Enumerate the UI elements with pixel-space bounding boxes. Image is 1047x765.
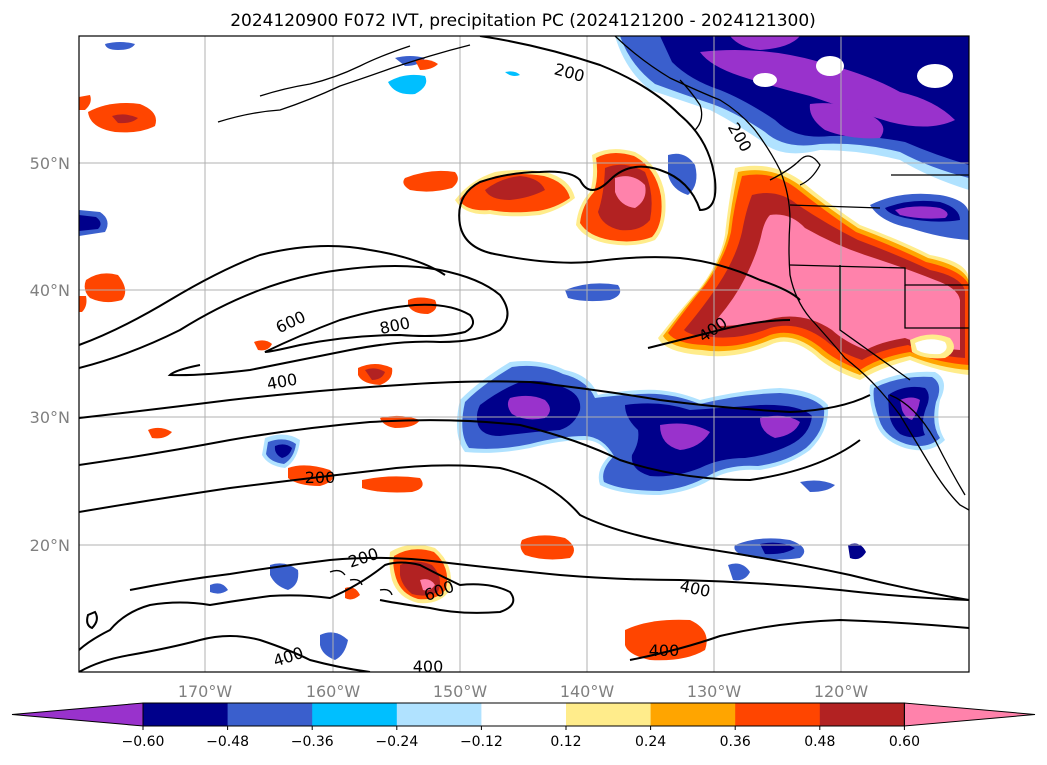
map-title: 2024120900 F072 IVT, precipitation PC (2… [230,11,816,31]
colorbar-tick-label: −0.60 [122,734,165,750]
colorbar-segment [396,703,482,726]
lat-label: 50°N [30,154,70,173]
colorbar-segment [481,703,567,726]
negative-region-interior [870,193,969,240]
lat-label: 20°N [30,536,70,555]
positive-region-gulf-alaska [403,149,666,246]
coastlines [217,36,969,596]
colorbar-extend-min [11,702,144,727]
colorbar-tick-label: 0.24 [635,734,666,750]
lon-label: 140°W [560,682,615,701]
negative-region-socal [869,371,945,451]
ivt-contours [79,36,969,672]
colorbar-tick-label: −0.12 [460,734,503,750]
colorbar-tick-label: −0.36 [291,734,334,750]
colorbar-frame [142,702,905,727]
small-blobs-northwest [79,42,697,312]
map-panel: 200 200 600 800 400 400 200 200 600 400 … [78,35,970,676]
contour-label: 200 [305,468,336,487]
lat-label: 40°N [30,281,70,300]
contour-label: 400 [649,641,680,660]
map-frame [78,35,970,673]
colorbar-segment [566,703,652,726]
colorbar-segment [227,703,313,726]
colorbar-segment [735,703,821,726]
colorbar: −0.60 −0.48 −0.36 −0.24 −0.12 0.12 0.24 0.36 0.4… [11,702,1036,750]
lon-label: 130°W [687,682,742,701]
lat-label: 30°N [30,408,70,427]
colorbar-segment [650,703,736,726]
colorbar-extend-max [903,702,1036,727]
shaded-fields [79,36,969,661]
negative-region-northeast [615,36,969,190]
lon-label: 120°W [814,682,869,701]
colorbar-segment [143,703,229,726]
colorbar-tick-label: −0.24 [375,734,418,750]
latitude-labels: 50°N 40°N 30°N 20°N [30,154,70,555]
colorbar-segment [819,703,905,726]
negative-region-central-pacific [456,361,829,495]
lon-label: 150°W [433,682,488,701]
small-blobs-midlatitude [148,297,437,493]
lon-label: 160°W [306,682,361,701]
colorbar-tick-label: 0.48 [804,734,835,750]
colorbar-tick-label: 0.36 [720,734,751,750]
colorbar-tick-label: 0.60 [889,734,920,750]
colorbar-tick-label: 0.12 [550,734,581,750]
colorbar-tick-label: −0.48 [206,734,249,750]
lon-label: 170°W [178,682,233,701]
contour-label: 400 [413,657,444,676]
longitude-labels: 170°W 160°W 150°W 140°W 130°W 120°W [178,682,869,701]
colorbar-segment [312,703,398,726]
